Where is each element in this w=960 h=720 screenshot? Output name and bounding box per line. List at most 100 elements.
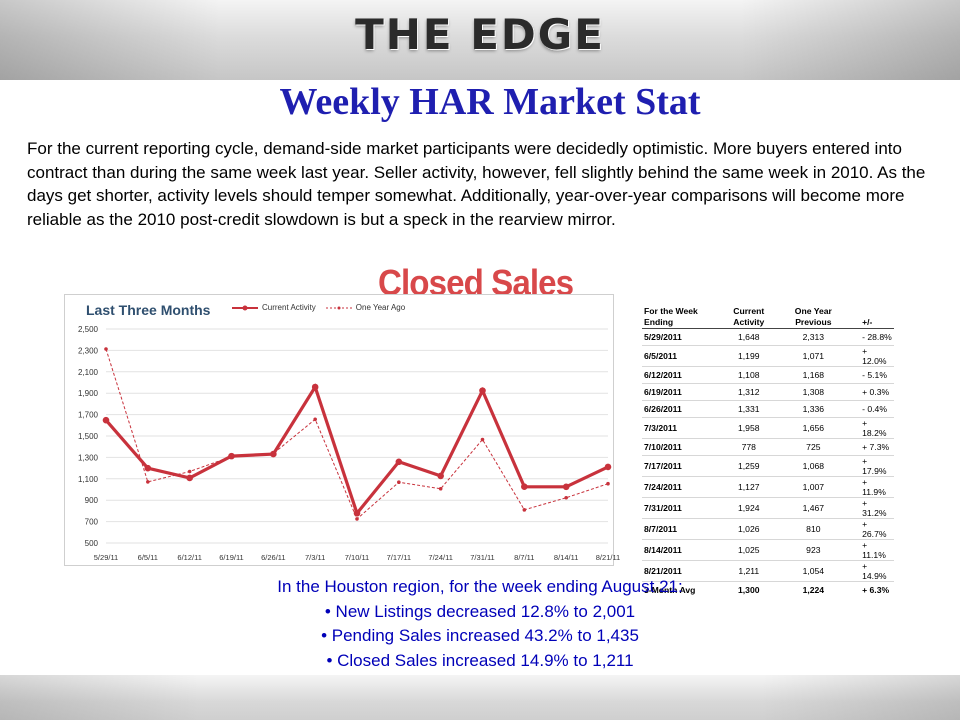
y-tick-label: 500 <box>85 539 99 548</box>
table-cell: 1,068 <box>778 455 849 477</box>
y-tick-label: 2,300 <box>78 346 99 355</box>
y-tick-label: 1,700 <box>78 411 99 420</box>
table-cell: 5/29/2011 <box>642 328 719 346</box>
table-total-row: 3-Month Avg 1,300 1,224 + 6.3% <box>642 581 894 598</box>
table-cell: 1,648 <box>718 328 779 346</box>
table-row: 7/31/2011 1,924 1,467 + 31.2% <box>642 497 894 519</box>
table-cell: + 12.0% <box>848 345 894 367</box>
table-cell: 6/5/2011 <box>642 345 719 367</box>
x-tick-label: 7/10/11 <box>345 553 369 562</box>
data-point-previous <box>104 347 108 351</box>
intro-paragraph: For the current reporting cycle, demand-… <box>27 139 926 229</box>
table-row: 6/26/2011 1,331 1,336- 0.4% <box>642 400 894 418</box>
x-tick-label: 5/29/11 <box>94 553 118 562</box>
table-cell: 1,300 <box>718 581 779 598</box>
x-tick-label: 8/14/11 <box>554 553 578 562</box>
data-point-current <box>186 474 193 482</box>
table-cell: 7/10/2011 <box>642 438 719 456</box>
x-tick-label: 7/3/11 <box>305 553 325 562</box>
table-cell: + 14.9% <box>848 560 894 582</box>
table-cell: 1,108 <box>718 366 779 384</box>
x-tick-label: 6/26/11 <box>261 553 285 562</box>
table-cell: 1,224 <box>778 581 849 598</box>
data-point-previous <box>438 486 443 491</box>
chart-frame <box>64 294 614 566</box>
data-point-current <box>228 452 235 460</box>
data-point-current <box>395 458 403 466</box>
y-tick-label: 900 <box>85 496 99 505</box>
column-header: One Year Previous <box>778 298 849 329</box>
table-cell: 7/31/2011 <box>642 497 719 519</box>
table-cell: 923 <box>778 539 849 561</box>
table-row: 8/14/2011 1,025 923 + 11.1% <box>642 539 894 561</box>
data-point-current <box>353 509 361 517</box>
table-row: 7/10/2011 778 725 + 7.3% <box>642 438 894 456</box>
data-point-previous <box>606 481 610 486</box>
legend-label-previous: One Year Ago <box>355 303 406 312</box>
table-cell: + 11.9% <box>848 476 894 498</box>
table-cell: 1,007 <box>778 476 849 498</box>
table-row: 7/17/2011 1,259 1,068 + 17.9% <box>642 455 894 477</box>
series-line-previous <box>105 348 609 520</box>
data-point-previous <box>146 480 150 484</box>
table-cell: + 26.7% <box>848 518 894 540</box>
x-tick-label: 7/24/11 <box>428 553 452 562</box>
table-cell: 810 <box>778 518 849 540</box>
data-point-current <box>562 483 570 491</box>
header-banner: THE EDGE <box>0 0 960 80</box>
summary-bullet: • New Listings decreased 12.8% to 2,001 <box>324 601 636 621</box>
column-header: +/- <box>848 298 894 329</box>
table-cell: + 31.2% <box>848 497 894 519</box>
chart-legend: Current Activity One Year Ago <box>232 303 405 312</box>
x-tick-label: 6/19/11 <box>219 553 243 562</box>
table-row: 6/5/2011 1,199 1,071 + 12.0% <box>642 345 894 367</box>
brand-title: THE EDGE <box>355 10 605 59</box>
header-shade-right <box>740 0 960 80</box>
footer-shade-left <box>0 675 200 720</box>
data-point-current <box>102 416 110 424</box>
table-cell: 1,127 <box>718 476 779 498</box>
legend-item-current: Current Activity <box>232 303 316 312</box>
data-point-previous <box>522 508 527 512</box>
footer-shade-right <box>760 675 960 720</box>
table-cell: 7/3/2011 <box>642 417 719 439</box>
legend-swatch-current <box>232 305 258 310</box>
table-cell: 8/21/2011 <box>642 560 719 582</box>
table-cell: + 7.3% <box>848 438 894 456</box>
table-cell: 1,026 <box>718 518 779 540</box>
table-cell: 6/12/2011 <box>642 366 719 384</box>
table-row: 6/19/2011 1,312 1,308 + 0.3% <box>642 383 894 401</box>
y-tick-label: 2,500 <box>78 325 99 334</box>
legend-item-previous: One Year Ago <box>325 303 406 312</box>
table-cell: 1,308 <box>778 383 849 401</box>
table-cell: 1,336 <box>778 400 849 418</box>
summary-bullet: • Closed Sales increased 14.9% to 1,211 <box>326 650 634 670</box>
data-point-current <box>144 464 152 472</box>
data-point-current <box>437 472 444 480</box>
table-cell: 1,467 <box>778 497 849 519</box>
table-cell: 778 <box>718 438 779 456</box>
legend-swatch-previous <box>325 306 352 309</box>
y-tick-label: 1,900 <box>78 389 99 398</box>
chart-title: Last Three Months <box>86 302 211 318</box>
y-tick-label: 1,300 <box>78 453 99 462</box>
table-header-row: For the Week Ending Current Activity One… <box>642 298 894 329</box>
data-point-current <box>270 450 277 458</box>
x-tick-label: 7/31/11 <box>470 553 494 562</box>
data-point-current <box>521 483 528 491</box>
table-cell: + 18.2% <box>848 417 894 439</box>
table-row: 5/29/2011 1,648 2,313- 28.8% <box>642 328 894 346</box>
line-chart: 2,500 2,300 2,100 1,900 1,700 1,500 1,300 1,100… <box>78 325 620 562</box>
table-cell: 725 <box>778 438 849 456</box>
data-point-previous <box>564 495 568 500</box>
table-cell: 2,313 <box>778 328 849 346</box>
table-cell: 1,054 <box>778 560 849 582</box>
data-point-current <box>311 383 319 391</box>
table-cell: 1,071 <box>778 345 849 367</box>
table-cell: 1,168 <box>778 366 849 384</box>
page-title: Weekly HAR Market Stat <box>279 81 701 123</box>
data-point-previous <box>313 417 317 422</box>
data-point-current <box>479 387 486 394</box>
table-cell: 1,924 <box>718 497 779 519</box>
table-cell: 6/19/2011 <box>642 383 719 401</box>
